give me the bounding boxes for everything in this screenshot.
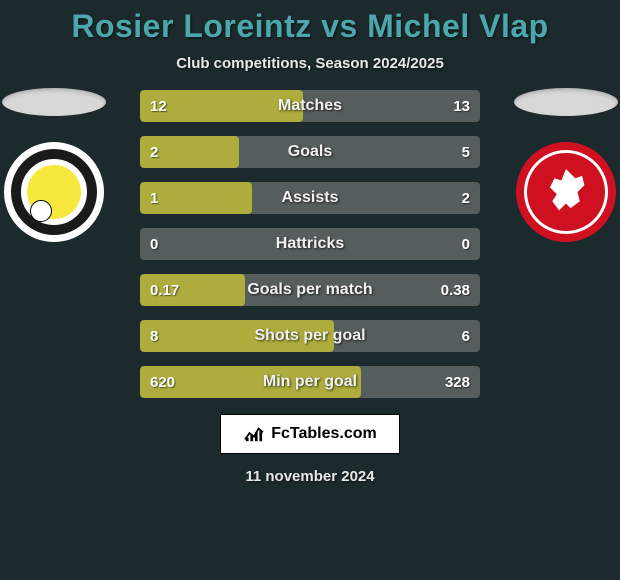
stat-row: 0 Hattricks 0 (140, 228, 480, 260)
date-text: 11 november 2024 (245, 468, 374, 485)
stat-right-value: 5 (462, 144, 470, 161)
stat-label: Min per goal (263, 373, 357, 391)
club-logo-right (516, 142, 616, 242)
stat-left-value: 8 (150, 328, 158, 345)
player-right-column (506, 90, 620, 242)
stat-left-value: 1 (150, 190, 158, 207)
comparison-infographic: Rosier Loreintz vs Michel Vlap Club comp… (0, 0, 620, 580)
stat-row: 12 Matches 13 (140, 90, 480, 122)
stat-label: Assists (282, 189, 339, 207)
stat-right-value: 2 (462, 190, 470, 207)
stat-right-value: 0.38 (441, 282, 470, 299)
stat-row: 8 Shots per goal 6 (140, 320, 480, 352)
stat-row: 2 Goals 5 (140, 136, 480, 168)
page-title: Rosier Loreintz vs Michel Vlap (71, 8, 548, 45)
stat-left-value: 0 (150, 236, 158, 253)
stat-row: 1 Assists 2 (140, 182, 480, 214)
player-photo-placeholder (514, 88, 618, 116)
stat-right-value: 13 (453, 98, 470, 115)
stat-left-value: 2 (150, 144, 158, 161)
watermark-chart-icon (243, 425, 265, 443)
stat-right-value: 0 (462, 236, 470, 253)
player-left-column (0, 90, 114, 242)
stat-label: Goals (288, 143, 332, 161)
horse-icon (543, 169, 589, 215)
watermark-text: FcTables.com (271, 425, 377, 443)
stat-left-value: 12 (150, 98, 167, 115)
stat-label: Hattricks (276, 235, 344, 253)
logo-ball-icon (30, 200, 52, 222)
watermark: FcTables.com (220, 414, 400, 454)
logo-shield (524, 150, 608, 234)
logo-ring (11, 149, 97, 235)
content-area: 12 Matches 13 2 Goals 5 1 Assists 2 0 Hattricks 0 0.… (0, 90, 620, 398)
stat-left-value: 0.17 (150, 282, 179, 299)
subtitle: Club competitions, Season 2024/2025 (176, 55, 444, 72)
stat-left-value: 620 (150, 374, 175, 391)
stat-label: Goals per match (247, 281, 372, 299)
stat-right-value: 6 (462, 328, 470, 345)
stat-row: 620 Min per goal 328 (140, 366, 480, 398)
stat-right-value: 328 (445, 374, 470, 391)
stat-label: Shots per goal (254, 327, 365, 345)
player-photo-placeholder (2, 88, 106, 116)
stat-row: 0.17 Goals per match 0.38 (140, 274, 480, 306)
stat-bars: 12 Matches 13 2 Goals 5 1 Assists 2 0 Hattricks 0 0.… (140, 90, 480, 398)
stat-label: Matches (278, 97, 342, 115)
club-logo-left (4, 142, 104, 242)
